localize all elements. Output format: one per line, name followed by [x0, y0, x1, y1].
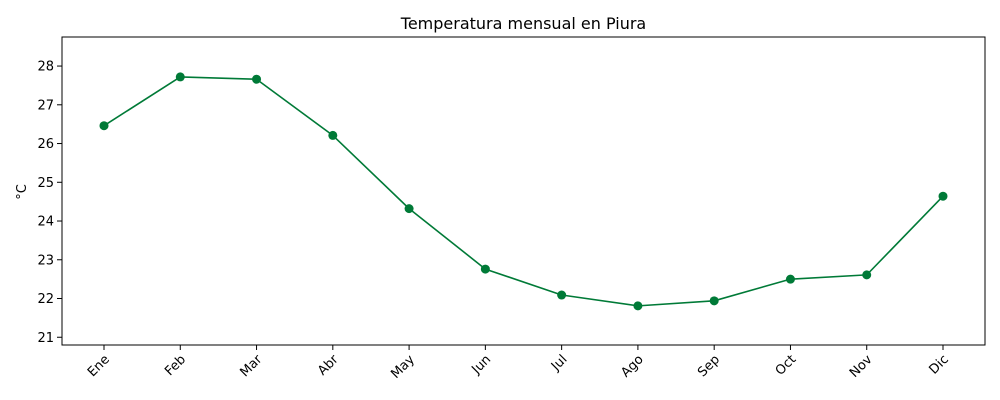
data-point — [862, 270, 872, 280]
y-tick-label: 25 — [37, 176, 54, 191]
x-tick-label: Dic — [927, 352, 952, 377]
x-tick-label: Jun — [469, 352, 495, 378]
data-point — [633, 301, 643, 311]
x-tick-label: Abr — [315, 352, 342, 379]
y-tick-label: 27 — [37, 98, 54, 113]
x-tick-label: Jul — [548, 352, 570, 374]
x-tick-label: Feb — [162, 352, 189, 379]
x-tick-label: Ago — [618, 352, 646, 380]
data-point — [175, 72, 185, 82]
y-axis-label: °C — [15, 184, 30, 200]
series-line — [103, 76, 944, 307]
data-point — [709, 296, 719, 306]
y-tick-label: 21 — [37, 331, 54, 346]
data-point — [99, 121, 109, 131]
data-point — [328, 130, 338, 140]
y-tick-label: 23 — [37, 253, 54, 268]
chart-title: Temperatura mensual en Piura — [400, 14, 646, 33]
x-tick-label: Oct — [773, 352, 800, 379]
y-tick-label: 26 — [37, 137, 54, 152]
y-tick-label: 24 — [37, 215, 54, 230]
x-tick-label: Nov — [847, 352, 876, 381]
data-point — [480, 264, 490, 274]
data-point — [785, 274, 795, 284]
x-tick-label: Sep — [695, 352, 723, 380]
y-tick-label: 22 — [37, 292, 54, 307]
plot-area: 21 22 23 24 25 26 27 28 Ene Feb Mar Abr May Jun Jul Ago… — [37, 36, 986, 382]
x-tick-label: May — [388, 352, 418, 382]
data-point — [252, 74, 262, 84]
x-tick-label: Ene — [85, 352, 113, 380]
data-point — [557, 290, 567, 300]
data-point — [404, 204, 414, 214]
data-point — [938, 191, 948, 201]
plot-frame — [61, 36, 986, 346]
x-tick-label: Mar — [237, 352, 265, 380]
y-tick-label: 28 — [37, 60, 54, 75]
